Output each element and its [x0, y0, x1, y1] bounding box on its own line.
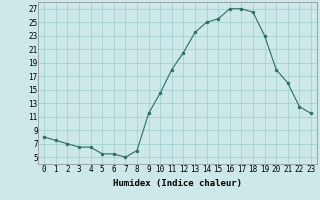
- X-axis label: Humidex (Indice chaleur): Humidex (Indice chaleur): [113, 179, 242, 188]
